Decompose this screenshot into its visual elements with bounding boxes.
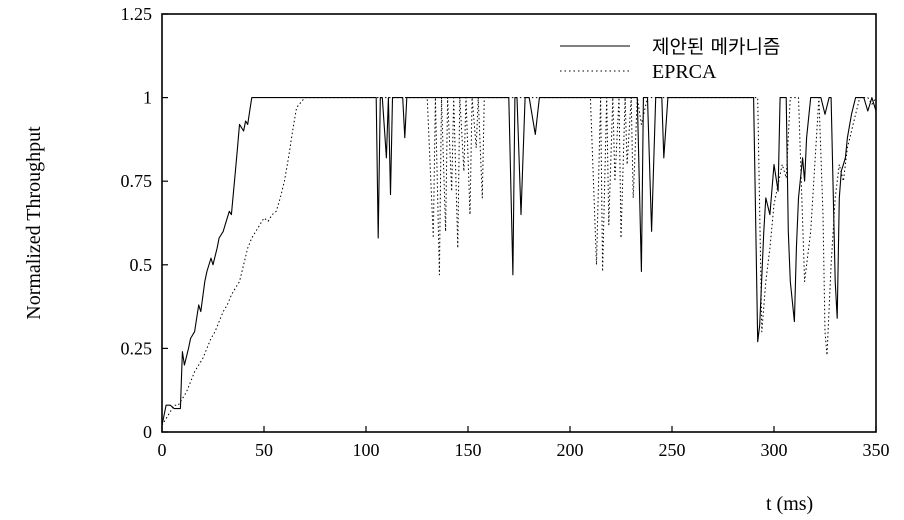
y-tick-label: 0.5 <box>130 255 153 275</box>
x-tick-label: 300 <box>761 440 788 460</box>
x-tick-label: 200 <box>557 440 584 460</box>
legend-label-proposed: 제안된 메카니즘 <box>652 36 780 58</box>
legend-label-eprca: EPRCA <box>652 61 717 83</box>
x-tick-label: 250 <box>659 440 686 460</box>
x-tick-label: 350 <box>863 440 890 460</box>
x-tick-label: 100 <box>353 440 380 460</box>
x-axis: 0 50 100 150 200 250 300 350 <box>158 426 890 460</box>
legend: 제안된 메카니즘 EPRCA <box>560 36 780 83</box>
x-tick-label: 50 <box>255 440 273 460</box>
y-tick-label: 1 <box>143 88 152 108</box>
y-tick-label: 1.25 <box>121 4 153 24</box>
series-layer <box>161 97 877 426</box>
plot-frame <box>161 13 877 433</box>
y-tick-label: 0.25 <box>121 338 153 358</box>
y-tick-label: 0 <box>143 422 152 442</box>
y-axis: 0 0.25 0.5 0.75 1 1.25 <box>121 4 168 442</box>
y-tick-label: 0.75 <box>121 171 153 191</box>
y-axis-title: Normalized Throughput <box>23 126 45 320</box>
series-line-proposed <box>161 97 877 426</box>
x-axis-title: t (ms) <box>766 493 813 515</box>
x-tick-label: 150 <box>455 440 482 460</box>
x-tick-label: 0 <box>158 440 167 460</box>
plot-area <box>161 13 877 433</box>
